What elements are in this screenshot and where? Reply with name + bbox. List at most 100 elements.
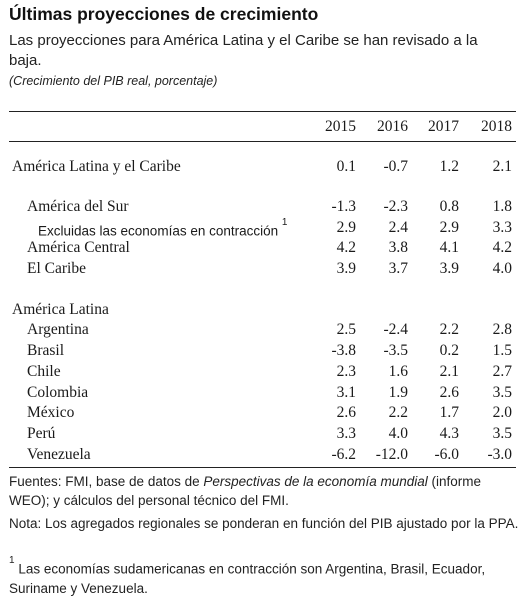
row-label-text: Argentina — [27, 321, 89, 338]
sources-suffix: (informe WEO); y cálculos del personal t… — [9, 474, 481, 508]
value-cell: 1.8 — [492, 198, 512, 215]
sources-publication-title: Perspectivas de la economía mundial — [203, 474, 428, 489]
value-cell: -2.3 — [383, 198, 408, 215]
value-cell: -6.0 — [434, 446, 459, 463]
value-cell: 3.9 — [439, 260, 459, 277]
value-cell: 3.9 — [336, 260, 356, 277]
row-label-text: América Latina y el Caribe — [12, 158, 181, 175]
row-label-text: Venezuela — [27, 446, 91, 463]
value-cell: 2.0 — [492, 404, 512, 421]
table-row: Perú 3.3 4.0 4.3 3.5 — [0, 424, 524, 444]
value-cell: 2.9 — [439, 219, 459, 236]
row-label: Venezuela — [27, 445, 91, 465]
row-label-text: México — [27, 404, 75, 421]
year-header: 2017 — [428, 118, 459, 135]
value-cell: -1.3 — [331, 198, 356, 215]
value-cell: 3.5 — [492, 384, 512, 401]
value-cell: -3.0 — [487, 446, 512, 463]
row-label-text: Brasil — [27, 342, 65, 359]
value-cell: 2.7 — [492, 363, 512, 380]
table-row: Chile 2.3 1.6 2.1 2.7 — [0, 362, 524, 382]
value-cell: 3.5 — [492, 425, 512, 442]
value-cell: 2.5 — [336, 321, 356, 338]
value-cell: -12.0 — [375, 446, 408, 463]
table-row: Venezuela -6.2 -12.0 -6.0 -3.0 — [0, 445, 524, 465]
value-cell: 3.7 — [388, 260, 408, 277]
footnote: 1 Las economías sudamericanas en contrac… — [9, 555, 519, 598]
value-cell: 1.6 — [388, 363, 408, 380]
row-label-text: América Latina — [12, 301, 109, 318]
table-bottom-rule — [9, 467, 516, 468]
value-cell: 3.3 — [336, 425, 356, 442]
value-cell: -3.5 — [383, 342, 408, 359]
value-cell: 1.5 — [492, 342, 512, 359]
value-cell: 2.3 — [336, 363, 356, 380]
value-cell: 1.9 — [388, 384, 408, 401]
sources-note: Fuentes: FMI, base de datos de Perspecti… — [9, 472, 519, 510]
row-label-text: Perú — [27, 425, 56, 442]
value-cell: 0.8 — [439, 198, 459, 215]
footnote-mark: 1 — [9, 555, 15, 566]
row-label-text: América del Sur — [27, 198, 129, 215]
year-header: 2018 — [481, 118, 512, 135]
value-cell: 1.2 — [439, 158, 459, 175]
value-cell: 4.3 — [439, 425, 459, 442]
row-label: Colombia — [27, 383, 88, 403]
row-label-text: Excluidas las economías en contracción — [38, 223, 279, 239]
value-cell: 0.1 — [336, 158, 356, 175]
table-row: América Latina — [0, 300, 524, 320]
value-cell: 3.8 — [388, 239, 408, 256]
value-cell: -2.4 — [383, 321, 408, 338]
value-cell: 4.0 — [492, 260, 512, 277]
table-header-rule — [9, 141, 516, 142]
table-row: América Latina y el Caribe 0.1 -0.7 1.2 2.1 — [0, 157, 524, 177]
row-label: México — [27, 403, 74, 423]
table-top-rule — [9, 111, 516, 112]
table-row: Brasil -3.8 -3.5 0.2 1.5 — [0, 341, 524, 361]
value-cell: -0.7 — [383, 158, 408, 175]
value-cell: 2.1 — [492, 158, 512, 175]
footnote-ref: 1 — [281, 217, 288, 228]
row-label: Perú — [27, 424, 55, 444]
value-cell: 2.2 — [439, 321, 459, 338]
row-label: El Caribe — [27, 259, 86, 279]
value-cell: -6.2 — [331, 446, 356, 463]
table-row: Excluidas las economías en contracción 1… — [0, 217, 524, 239]
value-cell: 4.2 — [336, 239, 356, 256]
value-cell: 4.2 — [492, 239, 512, 256]
table-row: Argentina 2.5 -2.4 2.2 2.8 — [0, 320, 524, 340]
row-label: América Latina — [12, 300, 109, 320]
value-cell: 4.0 — [388, 425, 408, 442]
value-cell: 1.7 — [439, 404, 459, 421]
aggregation-note: Nota: Los agregados regionales se ponder… — [9, 516, 519, 531]
year-header: 2015 — [325, 118, 356, 135]
value-cell: 2.6 — [439, 384, 459, 401]
table-row: El Caribe 3.9 3.7 3.9 4.0 — [0, 259, 524, 279]
sources-prefix: Fuentes: FMI, base de datos de — [9, 474, 204, 489]
value-cell: 2.9 — [336, 219, 356, 236]
value-cell: -3.8 — [331, 342, 356, 359]
value-cell: 2.2 — [388, 404, 408, 421]
year-header: 2016 — [377, 118, 408, 135]
value-cell: 3.1 — [336, 384, 356, 401]
value-cell: 2.1 — [439, 363, 459, 380]
units-caption: (Crecimiento del PIB real, porcentaje) — [9, 74, 218, 88]
row-label: Chile — [27, 362, 61, 382]
row-label: América Central — [27, 238, 130, 258]
value-cell: 2.8 — [492, 321, 512, 338]
table-header-row: 2015 2016 2017 2018 — [0, 117, 524, 137]
row-label: América Latina y el Caribe — [12, 157, 181, 177]
row-label: Argentina — [27, 320, 89, 340]
figure-title: Últimas proyecciones de crecimiento — [9, 4, 319, 24]
table-row: México 2.6 2.2 1.7 2.0 — [0, 403, 524, 423]
value-cell: 3.3 — [492, 219, 512, 236]
value-cell: 0.2 — [439, 342, 459, 359]
row-label: Brasil — [27, 341, 64, 361]
value-cell: 2.4 — [388, 219, 408, 236]
row-label: América del Sur — [27, 197, 129, 217]
figure-subtitle: Las proyecciones para América Latina y e… — [9, 32, 478, 69]
row-label: Excluidas las economías en contracción 1 — [38, 217, 288, 242]
value-cell: 2.6 — [336, 404, 356, 421]
table-row: América del Sur -1.3 -2.3 0.8 1.8 — [0, 197, 524, 217]
